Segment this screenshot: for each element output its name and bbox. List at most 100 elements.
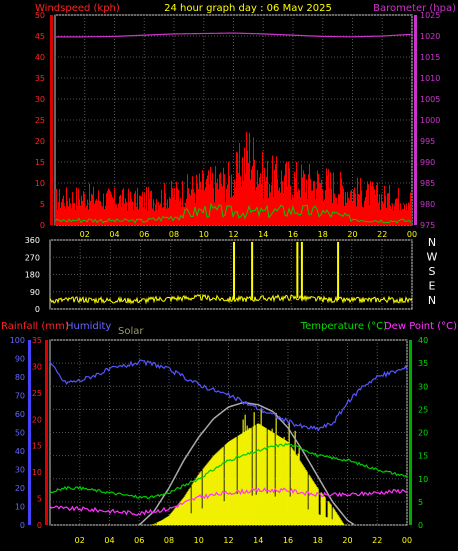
rainfall-tick-label: 15 (32, 442, 42, 451)
humidity-tick-label: 10 (15, 503, 25, 512)
temperature-axis-label: Temperature (°C) (300, 321, 387, 332)
wind-x-tick-label: 04 (109, 230, 119, 239)
temperature-tick-label: 25 (418, 405, 428, 414)
wind-lines (54, 32, 413, 224)
wind-x-ticks: 02 04 06 08 10 12 14 16 18 20 22 00 (80, 230, 417, 239)
wind-x-tick-label: 12 (228, 230, 238, 239)
temperature-tick-label: 30 (418, 382, 428, 391)
temp-lines (49, 359, 408, 526)
humidity-tick-label: 50 (15, 429, 25, 438)
windspeed-tick-label: 35 (35, 74, 45, 83)
humidity-tick-label: 30 (15, 466, 25, 475)
rainfall-tick-label: 5 (37, 495, 42, 504)
temperature-tick-label: 20 (418, 429, 428, 438)
temperature-tick-label: 40 (418, 336, 428, 345)
windspeed-tick-label: 15 (35, 158, 45, 167)
windspeed-tick-label: 20 (35, 137, 45, 146)
humidity-line (49, 359, 408, 432)
barometer-tick-label: 1020 (420, 32, 440, 41)
humidity-tick-label: 100 (10, 336, 25, 345)
rainfall-axis-label: Rainfall (mm) (1, 321, 69, 332)
rain-humidity-temp-panel: 0 5 10 15 20 25 30 35 0 10 20 30 40 50 60 70 80 90 100 0 5… (10, 336, 428, 545)
dewpoint-axis-label: Dew Point (°C) (384, 321, 457, 332)
temp-x-tick-label: 00 (402, 536, 412, 545)
direction-tick-label: 360 (25, 236, 40, 245)
temp-x-tick-label: 12 (223, 536, 233, 545)
windspeed-tick-label: 0 (40, 221, 45, 230)
temp-x-tick-label: 04 (104, 536, 114, 545)
wind-x-tick-label: 20 (347, 230, 357, 239)
rainfall-tick-label: 30 (32, 362, 42, 371)
wind-x-tick-label: 00 (407, 230, 417, 239)
temp-x-tick-label: 22 (372, 536, 382, 545)
solar-area (151, 409, 345, 525)
compass-label: S (429, 265, 436, 278)
temp-x-tick-label: 10 (194, 536, 204, 545)
compass-label: N (428, 236, 436, 249)
direction-tick-label: 90 (30, 288, 40, 297)
chart-title: 24 hour graph day : 06 Mav 2025 (164, 3, 332, 14)
barometer-tick-label: 1025 (420, 11, 440, 20)
windspeed-ticks: 0 5 10 15 20 25 30 35 40 45 50 (35, 11, 45, 230)
rainfall-axis-bar (45, 340, 48, 525)
direction-tick-label: 180 (25, 271, 40, 280)
wind-x-tick-label: 10 (199, 230, 209, 239)
barometer-axis-label: Barometer (hpa) (373, 3, 456, 14)
temp-grid (50, 339, 408, 526)
wind-grid (55, 14, 413, 226)
temperature-ticks: 0 5 10 15 20 25 30 35 40 (418, 336, 428, 530)
humidity-ticks: 0 10 20 30 40 50 60 70 80 90 100 (10, 336, 25, 530)
humidity-tick-label: 70 (15, 392, 25, 401)
wind-x-tick-label: 22 (377, 230, 387, 239)
wind-x-tick-label: 02 (80, 230, 90, 239)
temperature-axis-bar (409, 340, 412, 525)
rainfall-tick-label: 10 (32, 468, 42, 477)
direction-tick-label: 270 (25, 253, 40, 262)
barometer-tick-label: 995 (420, 137, 435, 146)
barometer-axis-bar (414, 15, 417, 225)
humidity-tick-label: 0 (20, 521, 25, 530)
temperature-tick-label: 0 (418, 521, 423, 530)
temp-x-tick-label: 06 (134, 536, 144, 545)
direction-line (49, 293, 413, 305)
temp-x-tick-label: 16 (283, 536, 293, 545)
barometer-tick-label: 1005 (420, 95, 440, 104)
wind-average-line (54, 202, 412, 224)
direction-series (49, 241, 413, 305)
wind-x-tick-label: 18 (318, 230, 328, 239)
temp-x-tick-label: 14 (253, 536, 263, 545)
direction-ticks: 0 90 180 270 360 (25, 236, 40, 314)
barometer-ticks: 975 980 985 990 995 1000 1005 1010 1015 1020 1025 (420, 11, 440, 230)
humidity-tick-label: 40 (15, 447, 25, 456)
rainfall-tick-label: 0 (37, 521, 42, 530)
compass-label: W (427, 251, 438, 264)
humidity-tick-label: 20 (15, 484, 25, 493)
compass-label: E (429, 280, 436, 293)
temperature-tick-label: 5 (418, 498, 423, 507)
windspeed-axis-label: Windspeed (kph) (35, 3, 120, 14)
rainfall-tick-label: 35 (32, 336, 42, 345)
temp-x-ticks: 02 04 06 08 10 12 14 16 18 20 22 00 (75, 536, 412, 545)
wind-x-tick-label: 16 (288, 230, 298, 239)
rainfall-tick-label: 20 (32, 415, 42, 424)
wind-x-tick-label: 08 (169, 230, 179, 239)
humidity-tick-label: 80 (15, 373, 25, 382)
temperature-tick-label: 35 (418, 359, 428, 368)
windspeed-tick-label: 50 (35, 11, 45, 20)
wind-x-tick-label: 06 (139, 230, 149, 239)
barometer-tick-label: 1015 (420, 53, 440, 62)
barometer-line (55, 32, 413, 38)
windspeed-tick-label: 25 (35, 116, 45, 125)
temp-x-tick-label: 08 (164, 536, 174, 545)
direction-grid (50, 239, 413, 310)
rainfall-ticks: 0 5 10 15 20 25 30 35 (32, 336, 42, 530)
barometer-tick-label: 975 (420, 221, 435, 230)
barometer-tick-label: 985 (420, 179, 435, 188)
windspeed-tick-label: 5 (40, 200, 45, 209)
temp-x-tick-label: 18 (313, 536, 323, 545)
humidity-axis-label: Humidity (66, 321, 111, 332)
barometer-tick-label: 990 (420, 158, 435, 167)
